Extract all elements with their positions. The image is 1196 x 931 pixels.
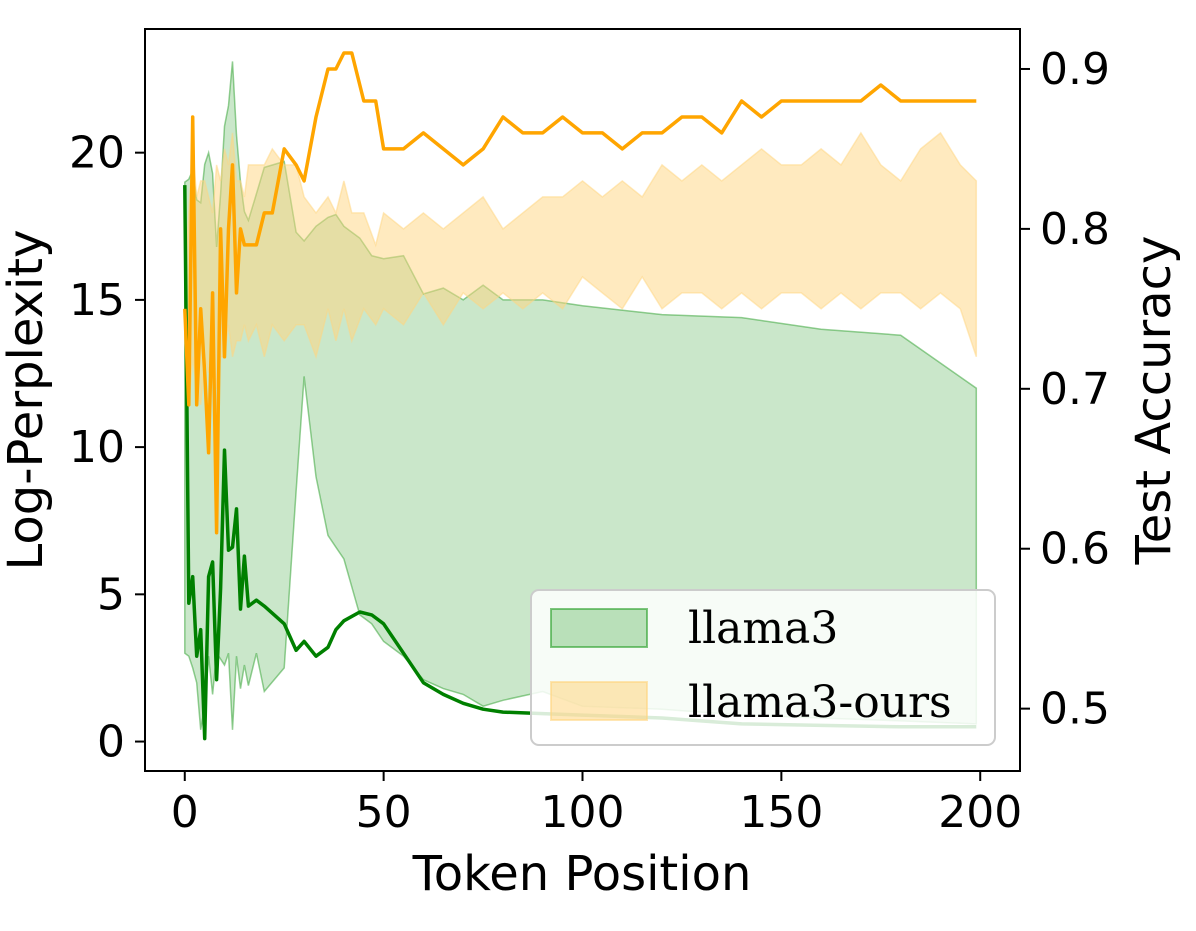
band-layer: [184, 61, 978, 730]
x-tick-label: 50: [356, 787, 412, 838]
legend: llama3 llama3-ours: [530, 589, 996, 746]
left-y-tick-label: 5: [97, 569, 125, 620]
right-y-axis-title: Test Accuracy: [1126, 236, 1182, 566]
x-axis-title: Token Position: [412, 846, 752, 902]
x-tick-label: 150: [739, 787, 823, 838]
line-llama3-ours: [183, 51, 977, 535]
right-y-tick-label: 0.8: [1040, 204, 1110, 255]
legend-swatch-llama3-ours: [550, 681, 648, 721]
right-y-tick-label: 0.6: [1040, 524, 1110, 575]
right-y-tick-label: 0.9: [1040, 44, 1110, 95]
band-llama3-ours: [184, 131, 978, 405]
left-y-tick-label: 0: [97, 717, 125, 768]
x-tick-label: 100: [541, 787, 625, 838]
legend-label-llama3: llama3: [688, 603, 838, 654]
tick-layer: 0 50 100 150 200 0 5 10 15 20 0.5 0.6 0.7 0.8 0.9: [69, 44, 1110, 838]
left-y-axis-title: Log-Perplexity: [0, 229, 54, 570]
left-y-tick-label: 15: [69, 275, 125, 326]
x-tick-label: 0: [171, 787, 199, 838]
left-y-tick-label: 10: [69, 422, 125, 473]
right-y-tick-label: 0.5: [1040, 684, 1110, 735]
left-y-tick-label: 20: [69, 128, 125, 179]
legend-label-llama3-ours: llama3-ours: [688, 677, 952, 728]
line-layer: [183, 51, 977, 741]
legend-swatch-llama3: [550, 608, 648, 648]
right-y-tick-label: 0.7: [1040, 364, 1110, 415]
line-llama3: [183, 185, 977, 741]
x-tick-label: 200: [938, 787, 1022, 838]
